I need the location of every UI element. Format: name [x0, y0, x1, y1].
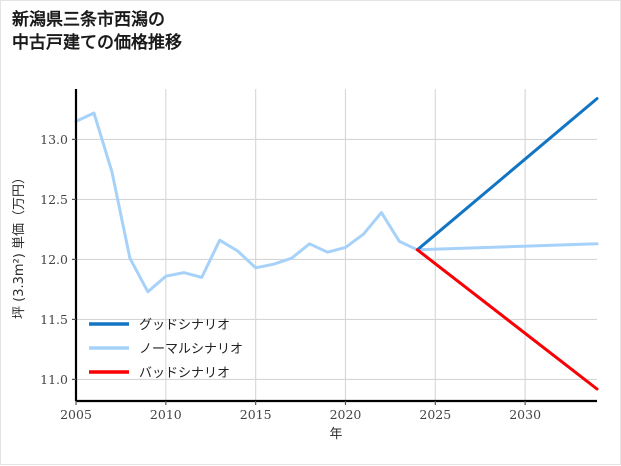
legend-label-0: グッドシナリオ [139, 318, 230, 333]
x-axis-ticks: 2005 2010 2015 2020 2025 2030 [60, 401, 541, 422]
data-series-layer [74, 97, 599, 391]
chart-title-line2: 中古戸建ての価格推移 [12, 32, 182, 53]
x-tick-label: 2015 [240, 407, 272, 422]
series-line-バッドシナリオ [415, 248, 599, 391]
x-tick-label: 2025 [419, 407, 451, 422]
x-tick-label: 2030 [509, 407, 541, 422]
x-tick-label: 2010 [150, 407, 182, 422]
y-axis-ticks: 11.0 11.5 12.0 12.5 13.0 [40, 132, 76, 387]
plot-area-background [76, 89, 597, 401]
x-tick-label: 2005 [60, 407, 92, 422]
legend-label-1: ノーマルシナリオ [139, 342, 243, 357]
series-line-グッドシナリオ [415, 97, 599, 252]
x-axis-title: 年 [329, 427, 342, 442]
x-tick-label: 2020 [330, 407, 362, 422]
series-line-ノーマルシナリオ [74, 111, 599, 294]
y-tick-label: 11.5 [40, 312, 68, 327]
y-tick-label: 12.0 [40, 252, 68, 267]
y-tick-label: 13.0 [40, 132, 68, 147]
y-tick-label: 11.0 [40, 372, 68, 387]
horizontal-gridlines [76, 138, 597, 380]
chart-title: 新潟県三条市西潟の 中古戸建ての価格推移 [12, 9, 532, 55]
y-axis-title: 坪 (3.3m²) 単価（万円） [11, 171, 27, 319]
legend-label-2: バッドシナリオ [139, 366, 230, 381]
y-tick-label: 12.5 [40, 192, 68, 207]
chart-title-line1: 新潟県三条市西潟の [12, 10, 165, 30]
